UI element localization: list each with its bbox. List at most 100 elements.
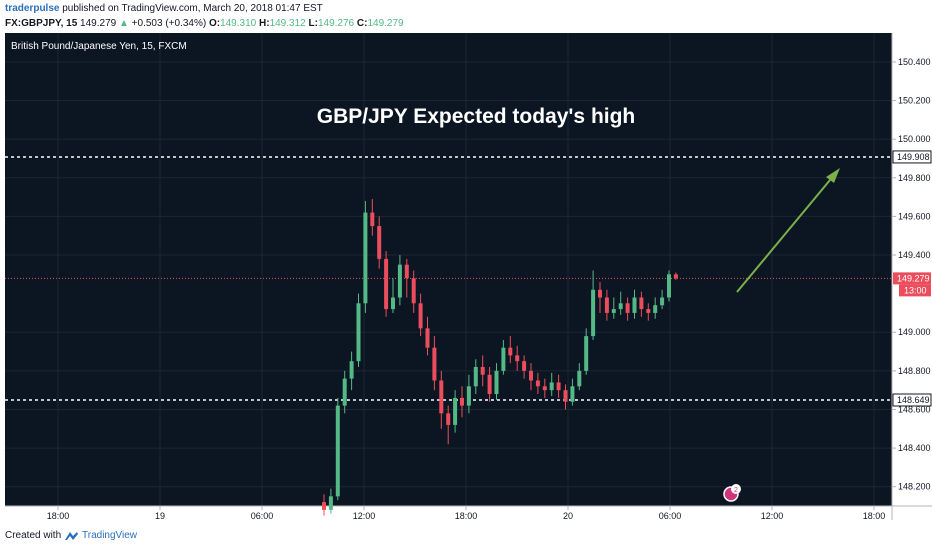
publish-text: published on TradingView.com, March 20, … [62, 3, 323, 14]
candle-body [508, 347, 513, 356]
symbol-interval: FX:GBPJPY, 15 [5, 18, 78, 29]
candle [529, 363, 533, 391]
x-tick-label: 12:00 [353, 511, 376, 520]
candle [508, 336, 513, 364]
candle [646, 303, 651, 321]
change-arrow-icon: ▲ [118, 18, 129, 29]
candle-body [591, 289, 596, 337]
y-tick-label: 149.800 [898, 173, 931, 183]
candle [335, 397, 340, 501]
candle-body [432, 347, 437, 381]
time-axis[interactable]: 18:00 19 06:00 12:00 18:00 20 06:00 12:00 18:00 [47, 506, 886, 520]
candle [660, 289, 665, 310]
candle [446, 405, 451, 445]
candle-body [604, 297, 609, 313]
candle [439, 370, 444, 429]
instrument-label: British Pound/Japanese Yen, 15, FXCM [11, 41, 187, 52]
candle-body [363, 212, 368, 304]
candle-body [425, 328, 430, 348]
candle-body [673, 274, 678, 279]
candle-body [391, 297, 395, 310]
candle [494, 363, 499, 400]
candle [342, 370, 347, 414]
lower-level-tag-bg [892, 393, 932, 407]
candle [384, 251, 389, 317]
candle [322, 494, 326, 516]
high-label: H: [259, 18, 270, 29]
footer: Created with TradingView [0, 524, 932, 550]
chart-header: traderpulse published on TradingView.com… [0, 0, 932, 33]
candles [322, 199, 678, 516]
candle [425, 316, 430, 356]
chart-area[interactable]: British Pound/Japanese Yen, 15, FXCM GBP… [0, 33, 932, 520]
x-tick-label: 12:00 [761, 511, 784, 520]
candle-body [377, 226, 382, 259]
candle-body [487, 374, 492, 395]
candle [432, 336, 437, 391]
event-badge-count: 2 [734, 487, 738, 494]
x-tick-label: 06:00 [659, 511, 682, 520]
candle [411, 270, 416, 313]
price-axis[interactable]: 150.400 150.200 150.000 149.800 149.600 149.4… [892, 57, 931, 492]
last-price-tag: 149.279 [897, 273, 930, 283]
close-label: C: [356, 18, 368, 29]
candle [460, 386, 464, 418]
low-value: 149.276 [317, 18, 355, 29]
candle-body [563, 390, 568, 402]
grid-lines [5, 33, 892, 506]
candle-body [411, 278, 416, 304]
candle-body [446, 413, 451, 425]
candle [598, 282, 602, 313]
candle [625, 297, 630, 321]
candle-body [515, 355, 520, 362]
candle-body [404, 264, 409, 279]
candle [611, 297, 616, 319]
candle-body [653, 305, 658, 313]
candle [542, 378, 547, 398]
candle [466, 374, 471, 414]
candle [515, 345, 520, 371]
tradingview-cloud-icon [65, 532, 78, 540]
candle [570, 378, 575, 406]
y-tick-label: 150.400 [898, 57, 931, 67]
high-value: 149.312 [269, 18, 306, 29]
candle-body [625, 303, 630, 313]
publish-info: traderpulse published on TradingView.com… [5, 3, 323, 14]
candle-body [618, 303, 623, 310]
candle [604, 289, 609, 321]
candle-body [632, 297, 637, 313]
candle-body [335, 405, 340, 497]
candle [639, 291, 644, 317]
candle-body [356, 303, 361, 362]
candle [391, 278, 395, 313]
candle-body [342, 378, 347, 406]
last-price-tag-bg [893, 272, 931, 285]
y-tick-label: 149.400 [898, 250, 931, 260]
candle-body [322, 502, 326, 510]
candle [356, 293, 361, 367]
candle [522, 355, 527, 379]
countdown-tag: 13:00 [904, 285, 927, 295]
tradingview-link[interactable]: TradingView [82, 530, 138, 541]
event-marker-icon[interactable]: 2 [723, 484, 741, 502]
candle [501, 339, 506, 375]
arrow-line [736, 173, 836, 293]
candle [535, 372, 540, 395]
candle [584, 328, 589, 375]
chart-title: GBP/JPY Expected today's high [317, 105, 636, 128]
candle-body [466, 386, 471, 406]
candle-body [535, 380, 540, 387]
upper-level-tag: 149.908 [897, 152, 930, 162]
y-tick-label: 149.000 [898, 327, 931, 337]
projection-arrow[interactable] [736, 168, 840, 293]
price-tags: 149.908 148.649 149.279 13:00 [892, 150, 932, 407]
candlestick-chart[interactable]: British Pound/Japanese Yen, 15, FXCM GBP… [0, 33, 932, 520]
candle [563, 384, 568, 410]
candle [328, 488, 333, 514]
x-tick-label: 19 [155, 511, 165, 520]
candle [363, 200, 368, 313]
candle [673, 272, 678, 281]
y-tick-label: 150.000 [898, 134, 931, 144]
countdown-tag-bg [899, 284, 931, 297]
author-link[interactable]: traderpulse [5, 3, 60, 14]
